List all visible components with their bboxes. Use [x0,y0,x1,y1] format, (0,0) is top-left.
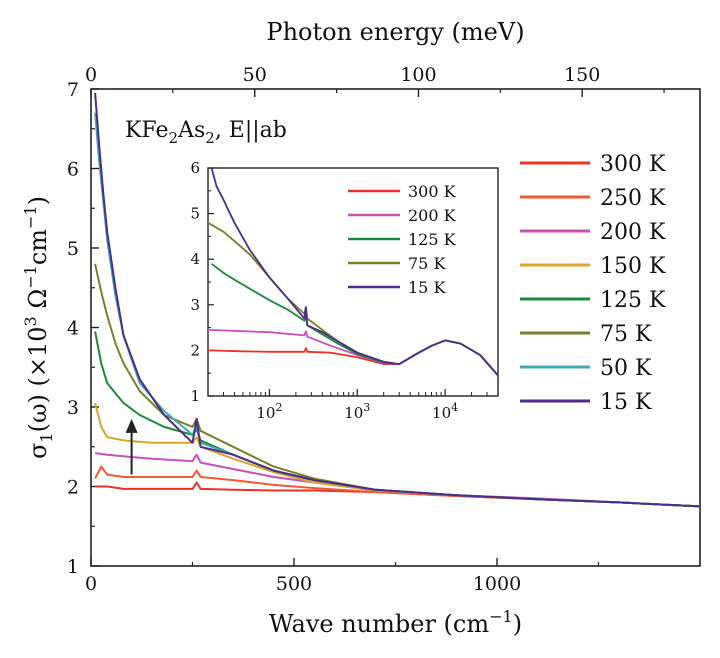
x-axis-label: Wave number (cm−1) [269,607,522,638]
inset-y-tick-label: 5 [190,205,200,223]
x-axis-label-close: ) [513,610,522,638]
annotation-base: KFe [125,118,169,143]
y-label-b: (ω) (×10 [24,326,52,432]
x-axis-label-sup: −1 [489,607,513,626]
x2-tick-label: 0 [85,64,97,86]
inset-tick-exp: 2 [275,401,282,414]
y-label-c: Ω [24,289,52,317]
inset-tick-base: 10 [344,404,363,422]
inset-tick-exp: 3 [363,401,370,414]
legend-label: 300 K [600,152,666,177]
inset-legend-label: 125 K [408,230,457,249]
y-label-e: ) [24,196,52,205]
x-tick-label: 0 [85,573,97,595]
sample-annotation: KFe2As2, E||ab [125,118,287,147]
legend-label: 75 K [600,322,652,347]
legend-label: 125 K [600,288,666,313]
y-tick-label: 6 [67,159,79,181]
inset-x-tick-label: 103 [344,401,370,422]
inset-y-tick-label: 2 [190,341,200,359]
main-series-line [94,465,701,508]
annotation-sub: 2 [205,129,215,147]
y-label-b-sup: 3 [21,316,40,326]
inset-tick-base: 10 [432,404,451,422]
inset-x-tick-label: 104 [432,401,458,422]
annotation-sub: 2 [169,129,179,147]
y-tick-label: 1 [67,556,79,578]
legend-label: 200 K [600,220,666,245]
x2-tick-label: 50 [243,64,267,86]
legend-label: 250 K [600,186,666,211]
inset-frame [207,167,499,397]
x2-tick-label: 150 [564,64,600,86]
y-tick-label: 7 [67,79,79,101]
x-tick-label: 500 [276,573,312,595]
legend-label: 15 K [600,390,652,415]
inset-series-line [210,167,499,377]
y-tick-label: 5 [67,238,79,260]
inset-tick-exp: 4 [451,401,458,414]
inset-y-tick-label: 1 [190,387,200,405]
x-axis-label-text: Wave number (cm [269,610,489,638]
inset-tick-base: 10 [256,404,275,422]
main-series-line [94,452,701,508]
arrow-head [125,418,138,433]
inset-y-tick-label: 3 [190,296,200,314]
y-label-c-sup: −1 [21,265,40,289]
y-label-d: cm [24,229,52,265]
y-axis-label: σ1(ω) (×103 Ω−1cm−1) [21,196,56,459]
annotation-mid: As [177,118,205,143]
inset-legend-label: 300 K [408,182,457,201]
y-tick-label: 2 [67,477,79,499]
inset-y-tick-label: 6 [190,159,200,177]
legend-label: 150 K [600,254,666,279]
main-series-line [94,92,701,508]
main-legend: 300 K 250 K 200 K 150 K 125 K 75 K 50 K 15 K [520,152,666,415]
y-label-d-sup: −1 [21,205,40,229]
legend-label: 50 K [600,356,652,381]
x-tick-label: 1000 [473,573,521,595]
inset-x-tick-label: 102 [256,401,282,422]
inset-legend-label: 15 K [408,278,446,297]
inset-y-tick-label: 4 [190,250,200,268]
annotation-rest: , E||ab [215,118,287,143]
y-tick-label: 3 [67,397,79,419]
x2-tick-label: 100 [400,64,436,86]
y-tick-label: 4 [67,318,79,340]
y-label-sub: 1 [37,432,56,442]
inset-legend-label: 75 K [408,254,446,273]
inset-legend-label: 200 K [408,206,457,225]
x2-axis-label: Photon energy (meV) [266,18,524,46]
y-label-sigma: σ [24,443,52,459]
